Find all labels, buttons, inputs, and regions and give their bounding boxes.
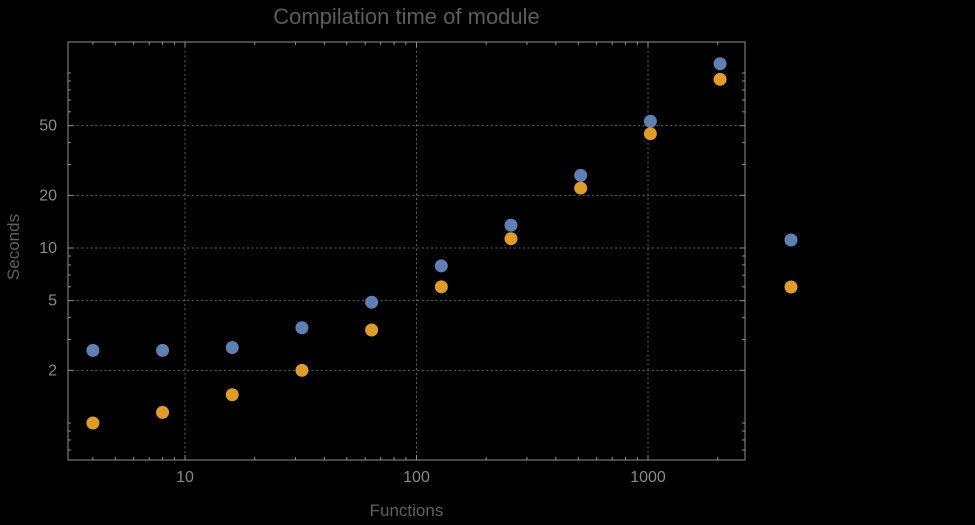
data-point-orange-series — [574, 181, 588, 195]
data-point-blue-series — [86, 343, 100, 357]
x-axis-label: Functions — [369, 501, 444, 520]
data-point-orange-series — [156, 405, 170, 419]
y-axis-label: Seconds — [4, 213, 23, 281]
y-tick-label: 5 — [48, 293, 57, 310]
data-point-orange-series — [295, 363, 309, 377]
chart-title: Compilation time of module — [273, 4, 540, 29]
x-tick-label: 1000 — [630, 469, 666, 486]
data-point-orange-series — [713, 72, 727, 86]
x-tick-label: 10 — [176, 469, 194, 486]
legend-marker — [784, 280, 798, 294]
data-point-orange-series — [434, 280, 448, 294]
y-tick-label: 10 — [39, 240, 57, 257]
data-point-orange-series — [504, 232, 518, 246]
data-point-blue-series — [156, 343, 170, 357]
data-point-blue-series — [295, 321, 309, 335]
x-tick-label: 100 — [403, 469, 430, 486]
y-tick-label: 2 — [48, 362, 57, 379]
data-point-blue-series — [504, 218, 518, 232]
data-point-blue-series — [713, 57, 727, 71]
y-tick-label: 20 — [39, 187, 57, 204]
data-point-blue-series — [643, 114, 657, 128]
data-point-orange-series — [643, 127, 657, 141]
data-point-blue-series — [225, 341, 239, 355]
data-point-orange-series — [225, 388, 239, 402]
legend-marker — [784, 233, 798, 247]
data-point-blue-series — [365, 295, 379, 309]
data-point-orange-series — [86, 416, 100, 430]
plot-frame — [67, 41, 746, 461]
data-point-orange-series — [365, 323, 379, 337]
data-point-blue-series — [574, 168, 588, 182]
y-tick-label: 50 — [39, 118, 57, 135]
data-point-blue-series — [434, 259, 448, 273]
